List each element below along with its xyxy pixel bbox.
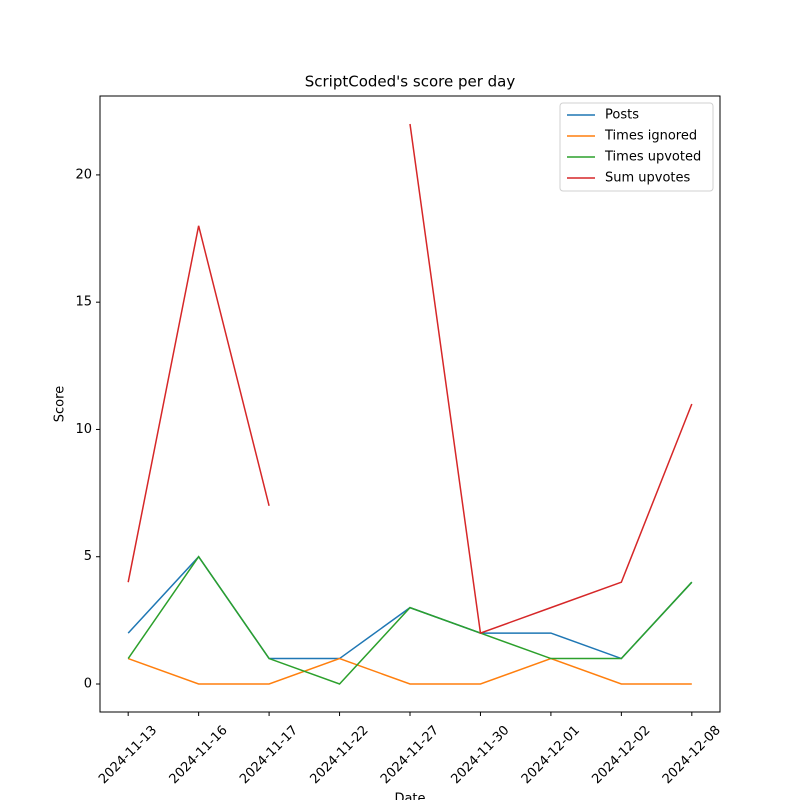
y-tick-label: 0 [84,677,92,692]
series-line [127,657,692,685]
x-tick-label: 2024-11-30 [448,723,512,787]
x-tick-label: 2024-11-16 [167,723,231,787]
y-tick-label: 5 [84,549,92,564]
legend-label: Times ignored [604,129,697,144]
x-tick-label: 2024-12-02 [589,723,653,787]
y-axis-label: Score [53,386,68,422]
y-tick-label: 10 [75,422,92,437]
legend-box [559,102,714,192]
y-tick-label: 15 [75,295,92,310]
x-tick-label: 2024-12-08 [660,723,724,787]
x-tick-label: 2024-11-17 [237,723,301,787]
x-tick-label: 2024-11-22 [308,723,372,787]
series-line [127,555,693,685]
y-tick-label: 20 [75,167,92,182]
chart-title: ScriptCoded's score per day [305,73,516,91]
legend-label: Times upvoted [604,150,701,165]
series-line [127,123,693,635]
legend-label: Sum upvotes [605,171,691,186]
x-tick-label: 2024-11-13 [96,723,160,787]
legend-label: Posts [605,108,639,123]
x-tick-label: 2024-12-01 [519,723,583,787]
x-tick-label: 2024-11-27 [378,723,442,787]
x-axis-label: Date [394,792,425,800]
